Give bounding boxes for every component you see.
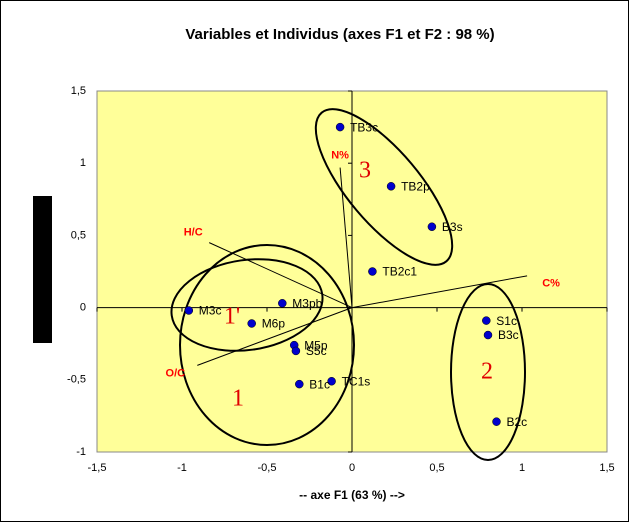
x-tick-label: 1 [519,462,525,474]
annotation: 3 [359,158,371,184]
point [483,330,493,340]
point-label: B1c [309,377,330,391]
x-tick-label: 0 [349,462,355,474]
variable-vector [208,242,353,309]
point-label: TC1s [342,374,371,388]
point [327,376,336,386]
x-axis-label: -- axe F1 (63 %) --> [299,488,405,502]
point [335,122,345,132]
point [368,267,377,276]
point-label: TB2c1 [382,265,417,279]
point-label: B3c [498,328,519,342]
chart-title: Variables et Individus (axes F1 et F2 : … [185,26,494,43]
y-tick-label: -1 [76,446,86,458]
point-label: S5c [306,344,327,358]
point-label: B2c [507,415,528,429]
point [427,222,437,231]
point-label: M6p [262,317,286,331]
annotation: 1 [232,386,244,412]
variable-vector [351,275,528,309]
annotation: 2 [481,359,493,385]
y-label-block [33,196,52,343]
y-tick-label: 1,5 [71,85,86,97]
variable-label: O/C [166,367,186,379]
ellipse [314,108,454,266]
point [247,319,256,328]
x-tick-label: 0,5 [429,462,444,474]
point [278,299,287,308]
variable-vector [197,307,353,366]
ellipse [179,244,355,446]
variable-label: H/C [184,227,203,239]
y-tick-label: 0,5 [71,229,86,241]
point-label: S1c [496,314,517,328]
point-label: TB3c [350,120,378,134]
x-tick-label: -1 [177,462,187,474]
x-tick-label: -0,5 [258,462,277,474]
variable-vector [339,167,353,308]
y-tick-label: 1 [80,157,86,169]
point [386,182,396,191]
x-tick-label: -1,5 [88,462,107,474]
point-label: TB2p [401,179,430,193]
x-tick-label: 1,5 [599,462,614,474]
point-label: B3s [442,220,463,234]
y-tick-label: 0 [80,302,86,314]
point [295,379,304,389]
point-label: M5p [304,338,328,352]
point [291,346,301,356]
y-tick-label: -0,5 [67,374,86,386]
ellipse [450,283,526,461]
point [482,316,491,325]
variable-label: N% [331,149,349,161]
point [492,417,501,426]
annotation: 1' [224,304,240,330]
variable-label: C% [542,278,560,290]
point-label: M3c [199,304,222,318]
point [184,306,194,315]
point-label: M3pb [292,296,322,310]
ellipses [170,108,526,461]
